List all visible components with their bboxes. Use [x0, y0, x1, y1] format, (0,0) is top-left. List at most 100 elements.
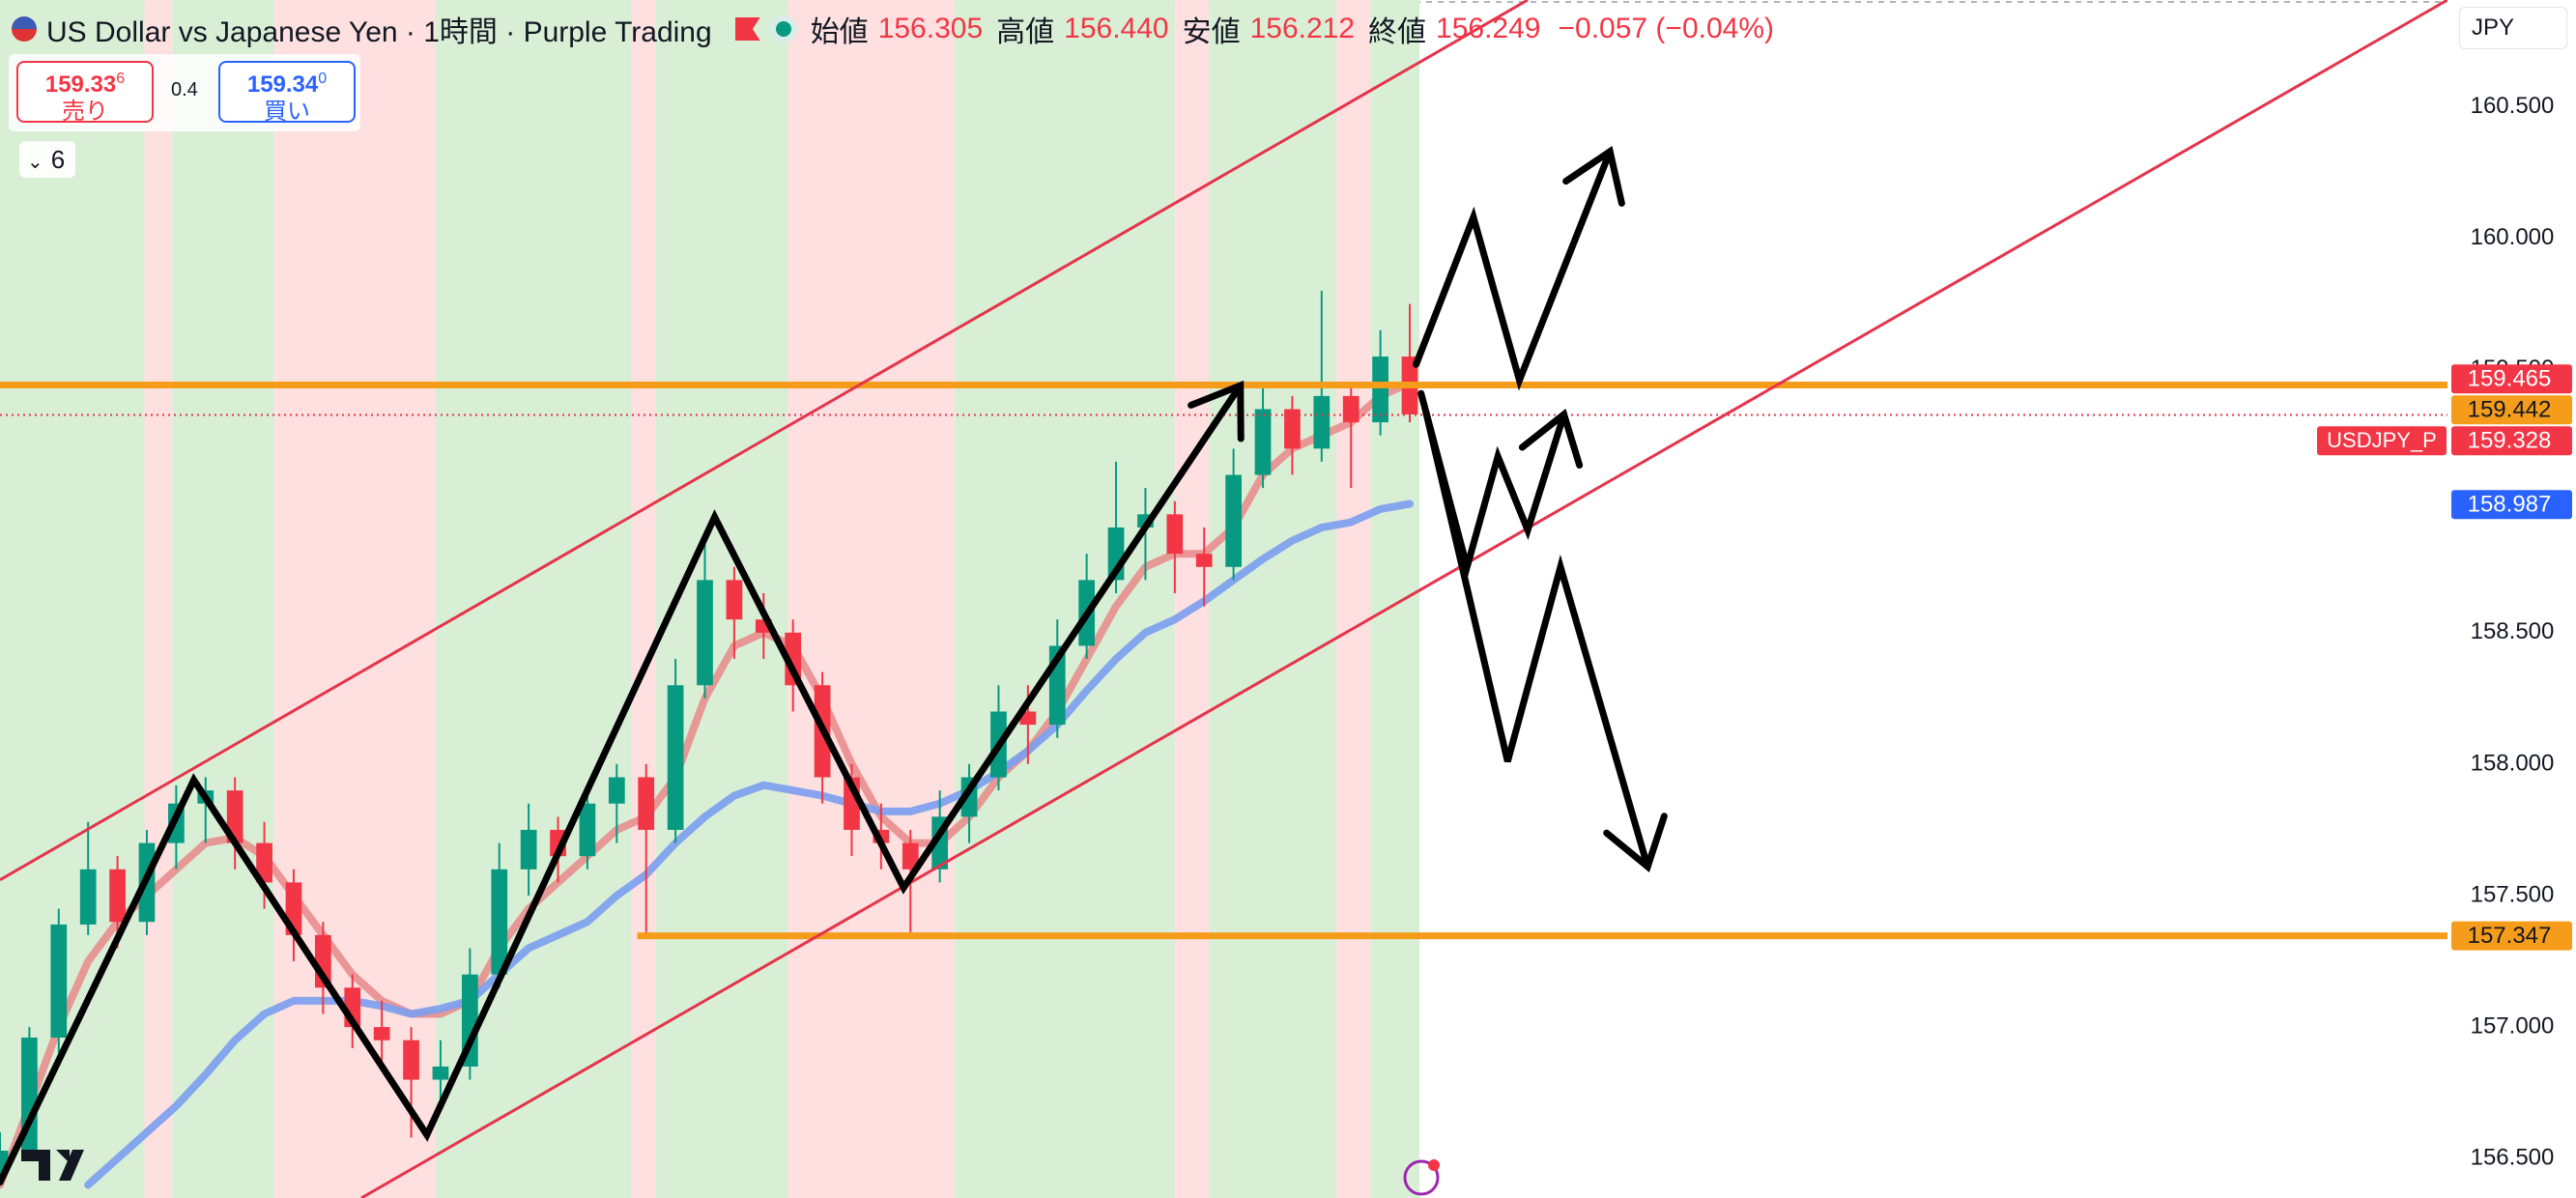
session-zone	[1209, 0, 1337, 1198]
price-tag-label: 159.465	[2468, 366, 2552, 392]
logo-shape	[21, 1150, 84, 1181]
candle-body	[608, 777, 625, 804]
session-zone	[631, 0, 656, 1198]
trade-panel: 159.336 売り 0.4 159.340 買い	[9, 54, 360, 131]
indicator-toggle[interactable]: ⌄ 6	[19, 141, 75, 178]
sell-button[interactable]: 159.336 売り	[16, 61, 154, 125]
currency: JPY	[2472, 14, 2515, 41]
session-zone	[787, 0, 955, 1198]
replay-dot	[1428, 1159, 1440, 1171]
y-tick-label: 158.000	[2471, 750, 2555, 776]
status-dot	[769, 15, 797, 43]
candle-body	[256, 842, 272, 883]
sell-price: 159.33	[44, 71, 117, 98]
ohlc-label: 高値	[996, 16, 1055, 48]
price-axis	[2447, 0, 2576, 1198]
ohlc-value: 156.440	[1064, 13, 1169, 44]
candle-body	[1284, 409, 1301, 449]
candle-body	[1372, 357, 1388, 423]
buy-price-sup: 0	[318, 71, 328, 87]
ohlc-value: 156.212	[1249, 13, 1356, 44]
ohlc-label: 終値	[1368, 16, 1427, 48]
candle-body	[520, 829, 537, 870]
buy-price: 159.34	[246, 71, 319, 98]
candle-body	[1254, 409, 1272, 475]
session-zone	[172, 0, 274, 1198]
moving-average	[84, 499, 1414, 1189]
candle-body	[726, 580, 743, 620]
session-zone	[1370, 0, 1420, 1198]
flag-icon[interactable]	[734, 17, 760, 41]
candle-body	[79, 869, 97, 925]
y-tick-label: 158.500	[2471, 618, 2555, 644]
replay-icon	[1403, 1159, 1440, 1196]
price-tag	[2451, 426, 2572, 456]
symbol-tag	[2317, 426, 2447, 456]
arrowhead	[1188, 380, 1245, 442]
drawn-path	[1422, 408, 1651, 870]
ohlc-value: 156.305	[877, 13, 984, 44]
y-tick-label: 160.000	[2471, 224, 2555, 250]
plot-area	[0, 0, 2448, 1198]
candle-body	[579, 803, 596, 857]
price-tag	[2451, 395, 2572, 425]
price-tag-label: 159.442	[2468, 397, 2552, 423]
session-zone	[1336, 0, 1371, 1198]
session-zone	[144, 0, 173, 1198]
sell-price-sup: 6	[116, 71, 126, 87]
price-tag	[2451, 364, 2572, 394]
buy-button[interactable]: 159.340 買い	[218, 61, 356, 125]
y-tick-label: 157.000	[2471, 1013, 2555, 1039]
candle-body	[1342, 395, 1360, 423]
candle-body	[432, 1066, 449, 1080]
y-tick-label: 156.500	[2471, 1145, 2555, 1171]
arrowhead	[1562, 146, 1625, 207]
candle-body	[1019, 711, 1037, 726]
candle-body	[1166, 514, 1184, 555]
price-tag-label: 157.347	[2468, 923, 2552, 949]
candle-body	[667, 685, 684, 830]
tradingview-logo	[21, 1150, 84, 1181]
spread: 0.4	[171, 79, 198, 100]
indicator-count: 6	[50, 145, 66, 174]
session-zone	[954, 0, 1175, 1198]
buy-label: 買い	[264, 99, 310, 125]
symbol-flag	[12, 16, 37, 42]
arrowhead	[1518, 409, 1584, 470]
currency-select[interactable]: JPY	[2459, 7, 2567, 49]
ohlc-label: 始値	[810, 16, 869, 48]
price-tag	[2451, 490, 2572, 520]
candle-body	[50, 924, 68, 1038]
ohlc-label: 安値	[1182, 16, 1241, 48]
candle-body	[1313, 395, 1331, 449]
ohlc-value: 156.249	[1436, 13, 1541, 44]
symbol-tag-label: USDJPY_P	[2327, 428, 2437, 452]
header: US Dollar vs Japanese Yen · 1時間 · Purple…	[12, 8, 1774, 50]
candle-body	[491, 869, 508, 975]
candle-body	[902, 842, 919, 870]
trend-line	[0, 0, 1529, 881]
candle-body	[109, 869, 126, 923]
drawn-path	[1413, 148, 1614, 391]
candle-body	[0, 1151, 9, 1172]
price-tag	[2451, 921, 2572, 951]
candle-body	[226, 790, 243, 843]
price-tag-label: 158.987	[2468, 492, 2552, 518]
arrowhead	[1603, 813, 1668, 873]
candle-body	[1225, 474, 1242, 567]
symbol-title[interactable]: US Dollar vs Japanese Yen · 1時間 · Purple…	[46, 16, 712, 48]
candle-body	[403, 1040, 419, 1080]
session-zone	[0, 0, 145, 1198]
candle-body	[638, 777, 655, 830]
candle-body	[697, 580, 713, 686]
price-tag-label: 159.328	[2468, 428, 2552, 454]
sell-label: 売り	[62, 99, 108, 125]
y-tick-label: 157.500	[2471, 881, 2555, 907]
trend-line	[360, 0, 2448, 1198]
candle-body	[373, 1027, 390, 1041]
candle-body	[1195, 554, 1213, 567]
drawn-path	[0, 382, 1245, 1186]
change: −0.057 (−0.04%)	[1558, 13, 1775, 44]
